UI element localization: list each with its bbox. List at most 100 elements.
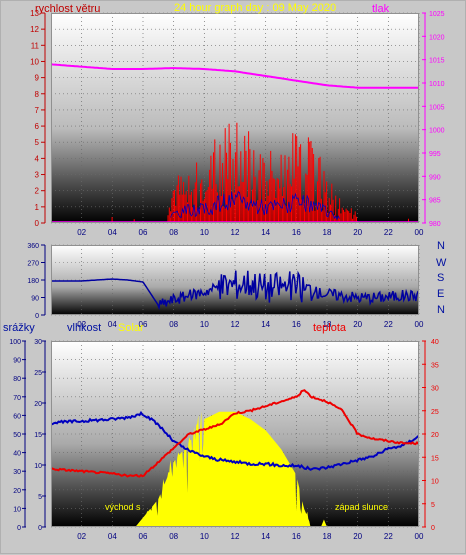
x-tick-label: 22 — [384, 320, 393, 329]
y-tick-label-temperature: 25 — [431, 409, 439, 416]
y-tick-label-wind: 1 — [35, 203, 40, 212]
y-tick-label-humidity: 70 — [13, 395, 21, 402]
x-tick-label: 10 — [200, 228, 209, 237]
y-tick-label-humidity: 40 — [13, 451, 21, 458]
x-tick-label: 16 — [292, 228, 301, 237]
x-tick-label: 16 — [292, 532, 301, 541]
pressure-label: tlak — [372, 3, 390, 15]
y-tick-label-wind: 7 — [35, 106, 40, 115]
y-tick-label-humidity: 80 — [13, 376, 21, 383]
y-tick-label-humidity: 50 — [13, 432, 21, 439]
x-tick-label: 00 — [415, 228, 424, 237]
wind-speed-series — [111, 122, 409, 223]
y-tick-label-rain: 10 — [34, 463, 42, 470]
y-tick-label-temperature: 20 — [431, 432, 439, 439]
humidity-series — [51, 410, 420, 471]
x-tick-label: 18 — [323, 532, 332, 541]
y-tick-label-humidity: 100 — [9, 339, 21, 346]
y-tick-label-humidity: 90 — [13, 358, 21, 365]
plot-border-3 — [51, 341, 419, 527]
x-tick-label: 18 — [323, 320, 332, 329]
direction-label-s: S — [437, 272, 445, 284]
plot-border-2 — [51, 245, 419, 315]
y-tick-label-pressure: 995 — [429, 151, 441, 158]
y-tick-label-wind: 5 — [35, 138, 40, 147]
y-tick-label-temperature: 0 — [431, 525, 435, 532]
chart-title: 24 hour graph day : 09 May 2020 — [174, 2, 337, 14]
x-tick-label: 04 — [108, 532, 117, 541]
y-tick-label-rain: 25 — [34, 370, 42, 377]
x-tick-label: 00 — [415, 320, 424, 329]
x-tick-label: 14 — [261, 532, 270, 541]
y-tick-label-wind: 2 — [35, 187, 40, 196]
y-tick-label-pressure: 1015 — [429, 58, 445, 65]
x-tick-label: 20 — [353, 532, 362, 541]
y-tick-label-pressure: 980 — [429, 221, 441, 228]
y-tick-label-wind: 4 — [35, 154, 40, 163]
y-tick-label-rain: 15 — [34, 432, 42, 439]
x-tick-label: 06 — [139, 320, 148, 329]
y-tick-label-wind: 0 — [35, 219, 40, 228]
x-tick-label: 08 — [169, 320, 178, 329]
x-tick-label: 04 — [108, 228, 117, 237]
y-tick-label-pressure: 1020 — [429, 34, 445, 41]
x-tick-label: 10 — [200, 532, 209, 541]
x-tick-label: 10 — [200, 320, 209, 329]
x-tick-label: 20 — [353, 320, 362, 329]
humidity-label: vlhkost — [67, 322, 102, 334]
y-tick-label-pressure: 1010 — [429, 81, 445, 88]
y-tick-label-wind: 3 — [35, 171, 40, 180]
pressure-series — [50, 63, 419, 89]
y-tick-label-pressure: 985 — [429, 198, 441, 205]
y-tick-label-pressure: 990 — [429, 174, 441, 181]
temperature-series — [50, 389, 420, 478]
y-tick-label-temperature: 40 — [431, 339, 439, 346]
x-tick-label: 02 — [77, 320, 86, 329]
y-tick-label-pressure: 1005 — [429, 104, 445, 111]
y-tick-label-wind: 11 — [31, 41, 40, 50]
y-tick-label-direction: 0 — [35, 313, 39, 320]
y-tick-label-humidity: 0 — [17, 525, 21, 532]
x-tick-label: 08 — [169, 228, 178, 237]
solar-series — [135, 411, 312, 527]
y-tick-label-direction: 270 — [27, 261, 39, 268]
x-tick-label: 20 — [353, 228, 362, 237]
x-tick-label: 02 — [77, 228, 86, 237]
x-tick-label: 12 — [231, 320, 240, 329]
x-tick-label: 06 — [139, 532, 148, 541]
y-tick-label-wind: 13 — [30, 9, 39, 18]
y-tick-label-humidity: 10 — [13, 506, 21, 513]
y-tick-label-rain: 0 — [38, 525, 42, 532]
y-tick-label-humidity: 20 — [13, 488, 21, 495]
x-tick-label: 12 — [231, 532, 240, 541]
wind-gust-series — [170, 191, 340, 221]
y-tick-label-wind: 10 — [30, 57, 39, 66]
x-tick-label: 22 — [384, 228, 393, 237]
wind-speed-label: rychlost větru — [35, 3, 101, 15]
y-tick-label-temperature: 30 — [431, 386, 439, 393]
temperature-label: teplota — [313, 322, 347, 334]
y-tick-label-humidity: 60 — [13, 413, 21, 420]
direction-label-e: E — [437, 288, 445, 300]
direction-label-n-top: N — [437, 240, 445, 252]
x-tick-label: 16 — [292, 320, 301, 329]
y-tick-label-wind: 12 — [30, 25, 39, 34]
x-tick-label: 02 — [77, 532, 86, 541]
x-tick-label: 06 — [139, 228, 148, 237]
solar-label: Solar — [118, 322, 144, 334]
x-tick-label: 04 — [108, 320, 117, 329]
y-tick-label-direction: 360 — [27, 243, 39, 250]
y-tick-label-rain: 5 — [38, 494, 42, 501]
plot-border-1 — [51, 13, 419, 223]
y-tick-label-humidity: 30 — [13, 469, 21, 476]
x-tick-label: 14 — [261, 320, 270, 329]
y-tick-label-direction: 180 — [27, 278, 39, 285]
x-tick-label: 18 — [323, 228, 332, 237]
y-tick-label-pressure: 1025 — [429, 11, 445, 18]
direction-label-w: W — [436, 257, 447, 269]
y-tick-label-direction: 90 — [31, 296, 39, 303]
y-tick-label-wind: 6 — [35, 122, 40, 131]
direction-label-n-bottom: N — [437, 304, 445, 316]
